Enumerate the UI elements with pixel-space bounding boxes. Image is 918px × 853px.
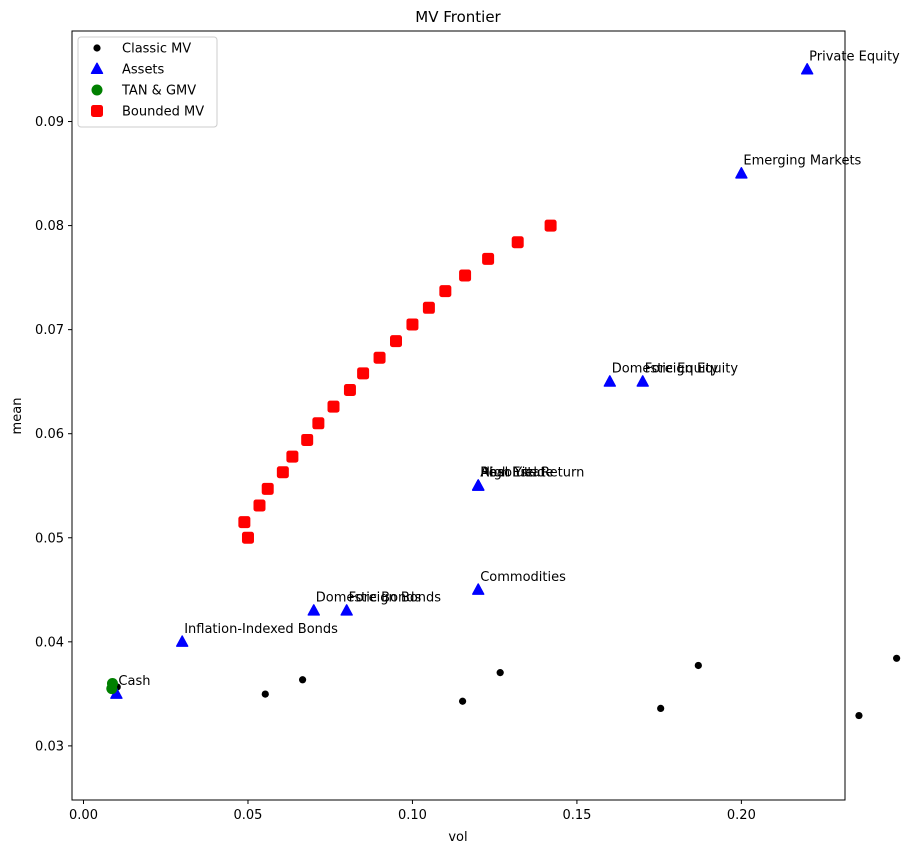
asset-label: Foreign Bonds bbox=[349, 591, 442, 606]
bounded-mv-point bbox=[327, 400, 340, 413]
bounded-mv-series bbox=[238, 219, 557, 544]
asset-point bbox=[307, 604, 320, 616]
legend-marker-classic-mv bbox=[93, 44, 101, 52]
asset-point bbox=[472, 479, 485, 491]
asset-label: Commodities bbox=[480, 570, 566, 585]
legend-label: Bounded MV bbox=[122, 105, 204, 120]
asset-label: Cash bbox=[118, 674, 150, 689]
classic-mv-point bbox=[298, 676, 307, 684]
bounded-mv-point bbox=[406, 318, 419, 331]
bounded-mv-point bbox=[459, 269, 472, 282]
legend: Classic MV Assets TAN & GMV Bounded MV bbox=[77, 36, 218, 128]
asset-point bbox=[735, 167, 748, 179]
classic-mv-point bbox=[893, 654, 901, 662]
tan-gmv-series bbox=[106, 677, 118, 695]
bounded-mv-point bbox=[390, 335, 403, 348]
bounded-mv-point bbox=[511, 236, 524, 249]
legend-marker-assets bbox=[90, 62, 104, 75]
asset-point bbox=[800, 63, 814, 75]
bounded-mv-point bbox=[261, 482, 274, 495]
assets-series: Private Equity Emerging Markets Domestic E… bbox=[110, 50, 900, 699]
bounded-mv-point bbox=[544, 219, 557, 232]
y-tick-label: 0.08 bbox=[35, 219, 64, 234]
x-tick-label: 0.20 bbox=[727, 808, 756, 823]
classic-mv-series bbox=[113, 654, 901, 720]
legend-label: TAN & GMV bbox=[121, 84, 196, 99]
y-tick-label: 0.06 bbox=[35, 427, 64, 442]
legend-marker-bounded-mv bbox=[91, 105, 103, 117]
asset-label: Domestic Bonds bbox=[316, 591, 422, 606]
plot-area: Private Equity Emerging Markets Domestic E… bbox=[106, 50, 901, 720]
bounded-mv-point bbox=[439, 285, 452, 298]
bounded-mv-point bbox=[241, 531, 254, 544]
bounded-mv-point bbox=[343, 384, 356, 397]
y-tick-label: 0.07 bbox=[35, 323, 64, 338]
asset-point bbox=[175, 635, 189, 647]
x-tick-label: 0.10 bbox=[398, 808, 427, 823]
x-axis: 0.00 0.05 0.10 0.15 0.20 bbox=[69, 800, 756, 823]
classic-mv-point bbox=[855, 711, 863, 720]
classic-mv-point bbox=[458, 697, 467, 705]
classic-mv-point bbox=[496, 669, 504, 677]
asset-point bbox=[472, 583, 485, 595]
x-tick-label: 0.15 bbox=[562, 808, 591, 823]
y-axis: 0.03 0.04 0.05 0.06 0.07 0.08 0.09 bbox=[35, 115, 72, 754]
bounded-mv-point bbox=[301, 433, 314, 446]
y-tick-label: 0.04 bbox=[35, 635, 64, 650]
classic-mv-point bbox=[261, 690, 269, 698]
x-tick-label: 0.00 bbox=[69, 808, 98, 823]
legend-label: Classic MV bbox=[122, 42, 191, 57]
legend-label: Assets bbox=[122, 63, 165, 78]
bounded-mv-point bbox=[286, 450, 299, 463]
asset-label: Absolute Return bbox=[480, 466, 584, 481]
bounded-mv-point bbox=[276, 466, 289, 479]
bounded-mv-point bbox=[312, 417, 325, 430]
bounded-mv-point bbox=[482, 252, 495, 265]
y-axis-label: mean bbox=[10, 398, 25, 435]
asset-point bbox=[636, 375, 649, 387]
y-tick-label: 0.09 bbox=[35, 115, 64, 130]
y-tick-label: 0.05 bbox=[35, 531, 64, 546]
bounded-mv-point bbox=[238, 516, 251, 529]
asset-point bbox=[340, 604, 353, 616]
plot-frame bbox=[71, 30, 846, 801]
asset-point bbox=[603, 375, 617, 387]
chart-title: MV Frontier bbox=[415, 8, 501, 26]
legend-marker-tan-gmv bbox=[91, 84, 103, 96]
asset-label: Real Estate bbox=[480, 466, 553, 481]
x-axis-label: vol bbox=[448, 830, 467, 845]
asset-label: Emerging Markets bbox=[743, 154, 861, 169]
asset-label: High Yield bbox=[480, 466, 545, 481]
bounded-mv-point bbox=[253, 499, 266, 512]
tan-gmv-point bbox=[106, 683, 118, 695]
bounded-mv-point bbox=[373, 351, 386, 364]
asset-label: Domestic Equity bbox=[612, 362, 719, 377]
classic-mv-point bbox=[657, 704, 665, 713]
classic-mv-point bbox=[694, 661, 702, 670]
asset-label: Private Equity bbox=[809, 50, 900, 65]
x-tick-label: 0.05 bbox=[234, 808, 263, 823]
bounded-mv-point bbox=[422, 301, 435, 314]
y-tick-label: 0.03 bbox=[35, 739, 64, 754]
legend-box bbox=[77, 36, 218, 128]
asset-label: Inflation-Indexed Bonds bbox=[184, 622, 338, 637]
bounded-mv-point bbox=[357, 367, 370, 380]
asset-label: Foreign Equity bbox=[645, 362, 739, 377]
